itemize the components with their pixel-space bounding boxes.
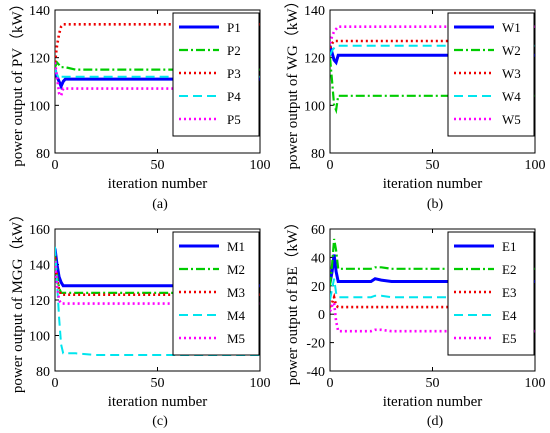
y-tick-label: 140 — [29, 259, 50, 274]
legend-box — [447, 231, 535, 356]
legend-label: M2 — [227, 262, 245, 277]
legend-label: M1 — [227, 239, 245, 254]
x-axis-label: iteration number — [108, 394, 208, 410]
legend-box — [172, 231, 260, 356]
series-line — [330, 299, 535, 333]
legend-label: P5 — [227, 112, 241, 127]
y-tick-label: 40 — [311, 251, 325, 266]
legend-label: W3 — [502, 66, 521, 81]
legend-label: P3 — [227, 66, 241, 81]
legend-box — [172, 12, 260, 137]
panel-caption: (b) — [427, 197, 444, 212]
series-line — [55, 260, 260, 305]
series-line — [330, 44, 535, 56]
y-tick-label: 100 — [29, 99, 50, 114]
legend-label: P2 — [227, 43, 241, 58]
y-tick-label: 140 — [304, 4, 325, 19]
y-tick-label: 160 — [29, 223, 50, 238]
y-tick-label: 100 — [304, 99, 325, 114]
x-tick-label: 100 — [525, 158, 546, 173]
x-axis-label: iteration number — [383, 394, 483, 410]
x-tick-label: 100 — [525, 376, 546, 391]
legend-label: E3 — [502, 285, 516, 300]
x-tick-label: 50 — [426, 158, 440, 173]
y-tick-label: 20 — [311, 280, 325, 295]
x-tick-label: 100 — [250, 376, 271, 391]
legend-label: M4 — [227, 308, 246, 323]
x-axis-label: iteration number — [383, 176, 483, 192]
legend-label: W5 — [502, 112, 521, 127]
x-tick-label: 0 — [52, 158, 59, 173]
y-axis-label: power output of BE（kW） — [284, 215, 301, 385]
x-tick-label: 50 — [151, 376, 165, 391]
legend-label: W4 — [502, 89, 521, 104]
legend-label: M5 — [227, 331, 245, 346]
x-tick-label: 0 — [327, 158, 334, 173]
y-tick-label: 120 — [29, 52, 50, 67]
legend-label: E4 — [502, 308, 517, 323]
chart-panel: 0 50 100 80 100 120 140 P1 P2 P3 P4 P5 iteration num… — [9, 0, 271, 212]
series-line — [330, 278, 535, 301]
series-line — [330, 238, 535, 286]
y-tick-label: 100 — [29, 330, 50, 345]
y-axis-label: power output of MGG（kW） — [9, 207, 26, 393]
legend-label: W1 — [502, 20, 521, 35]
chart-panel: 0 50 100 80 100 120 140 160 M1 M2 M3 M4 M5 iteration … — [9, 207, 271, 429]
y-tick-label: 80 — [311, 147, 325, 162]
legend-label: P1 — [227, 20, 241, 35]
y-tick-label: 120 — [29, 294, 50, 309]
legend-label: E2 — [502, 262, 516, 277]
y-tick-label: 120 — [304, 52, 325, 67]
legend-label: M3 — [227, 285, 245, 300]
x-tick-label: 0 — [52, 376, 59, 391]
y-tick-label: 80 — [36, 365, 50, 380]
legend-label: E1 — [502, 239, 516, 254]
chart-panel: 0 50 100 -40 -20 0 20 40 60 E1 E2 E3 E4 E5 iteration n… — [284, 215, 546, 429]
series-line — [330, 254, 535, 284]
panel-caption: (d) — [427, 414, 444, 429]
y-axis-label: power output of PV（kW） — [9, 0, 26, 167]
x-axis-label: iteration number — [108, 176, 208, 192]
x-tick-label: 100 — [250, 158, 271, 173]
x-tick-label: 50 — [151, 158, 165, 173]
y-axis-label: power output of WG（kW） — [284, 0, 301, 169]
x-tick-label: 0 — [327, 376, 334, 391]
panel-caption: (a) — [152, 197, 168, 212]
chart-panel: 0 50 100 80 100 120 140 W1 W2 W3 W4 W5 iteration num… — [284, 0, 546, 212]
y-tick-label: -40 — [306, 365, 325, 380]
x-tick-label: 50 — [426, 376, 440, 391]
legend-label: E5 — [502, 331, 516, 346]
y-tick-label: 60 — [311, 223, 325, 238]
panel-caption: (c) — [152, 414, 168, 429]
y-tick-label: 140 — [29, 4, 50, 19]
legend-box — [447, 12, 535, 137]
legend-label: W2 — [502, 43, 521, 58]
y-tick-label: -20 — [306, 337, 325, 352]
y-tick-label: 80 — [36, 147, 50, 162]
legend-label: P4 — [227, 89, 241, 104]
series-line — [55, 69, 260, 81]
y-tick-label: 0 — [318, 308, 325, 323]
series-line — [55, 60, 260, 71]
